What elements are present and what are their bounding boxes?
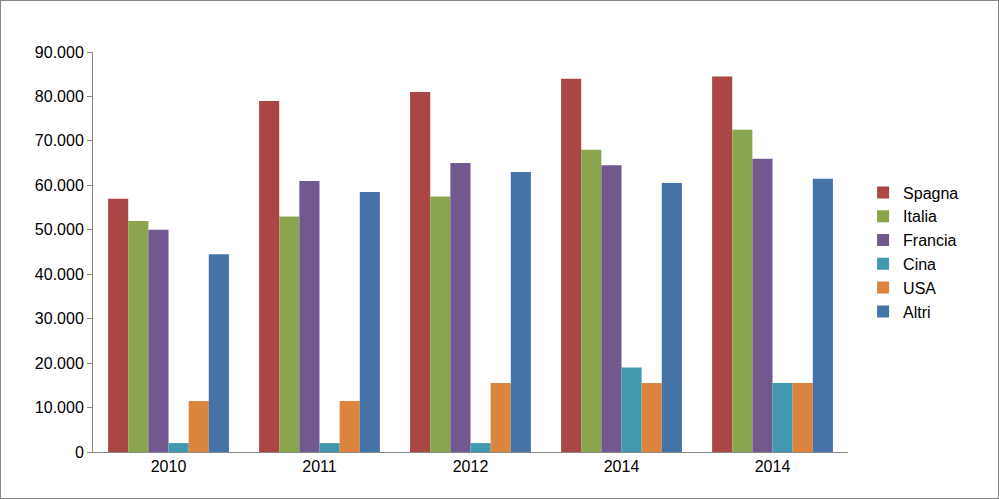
- svg-text:2012: 2012: [453, 458, 489, 475]
- svg-text:60.000: 60.000: [35, 177, 84, 194]
- svg-text:Altri: Altri: [903, 304, 931, 321]
- svg-text:70.000: 70.000: [35, 132, 84, 149]
- svg-text:10.000: 10.000: [35, 399, 84, 416]
- svg-text:50.000: 50.000: [35, 221, 84, 238]
- svg-text:90.000: 90.000: [35, 44, 84, 61]
- svg-text:0: 0: [75, 444, 84, 461]
- svg-text:20.000: 20.000: [35, 355, 84, 372]
- svg-text:2011: 2011: [302, 458, 337, 475]
- svg-text:USA: USA: [903, 280, 936, 297]
- svg-text:30.000: 30.000: [35, 310, 84, 327]
- svg-text:40.000: 40.000: [35, 266, 84, 283]
- svg-text:Italia: Italia: [903, 208, 937, 225]
- svg-text:Cina: Cina: [903, 256, 936, 273]
- svg-text:2010: 2010: [151, 458, 187, 475]
- svg-text:Francia: Francia: [903, 232, 956, 249]
- svg-text:2014: 2014: [755, 458, 791, 475]
- svg-text:2014: 2014: [604, 458, 640, 475]
- svg-text:Spagna: Spagna: [903, 185, 958, 202]
- svg-text:80.000: 80.000: [35, 88, 84, 105]
